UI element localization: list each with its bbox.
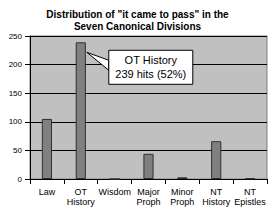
svg-text:Wisdom: Wisdom [98,187,131,197]
svg-text:250: 250 [9,32,23,41]
svg-text:0: 0 [18,175,23,184]
svg-text:NT: NT [210,187,222,197]
svg-text:OT: OT [75,187,88,197]
svg-text:Seven Canonical Divisions: Seven Canonical Divisions [74,21,202,32]
svg-text:200: 200 [9,60,23,69]
svg-text:50: 50 [13,146,22,155]
svg-text:100: 100 [9,117,23,126]
svg-text:Law: Law [39,187,56,197]
svg-text:239 hits (52%): 239 hits (52%) [115,68,186,80]
svg-text:History: History [67,197,96,207]
svg-text:NT: NT [244,187,256,197]
svg-text:Major: Major [137,187,160,197]
svg-text:OT History: OT History [125,54,178,66]
svg-text:History: History [202,197,231,207]
svg-text:Epistles: Epistles [234,197,266,207]
svg-text:150: 150 [9,89,23,98]
svg-text:Distribution of "it came to pa: Distribution of "it came to pass" in the [46,9,229,20]
svg-text:Minor: Minor [171,187,194,197]
svg-text:Proph: Proph [136,197,160,207]
svg-text:Proph: Proph [170,197,194,207]
